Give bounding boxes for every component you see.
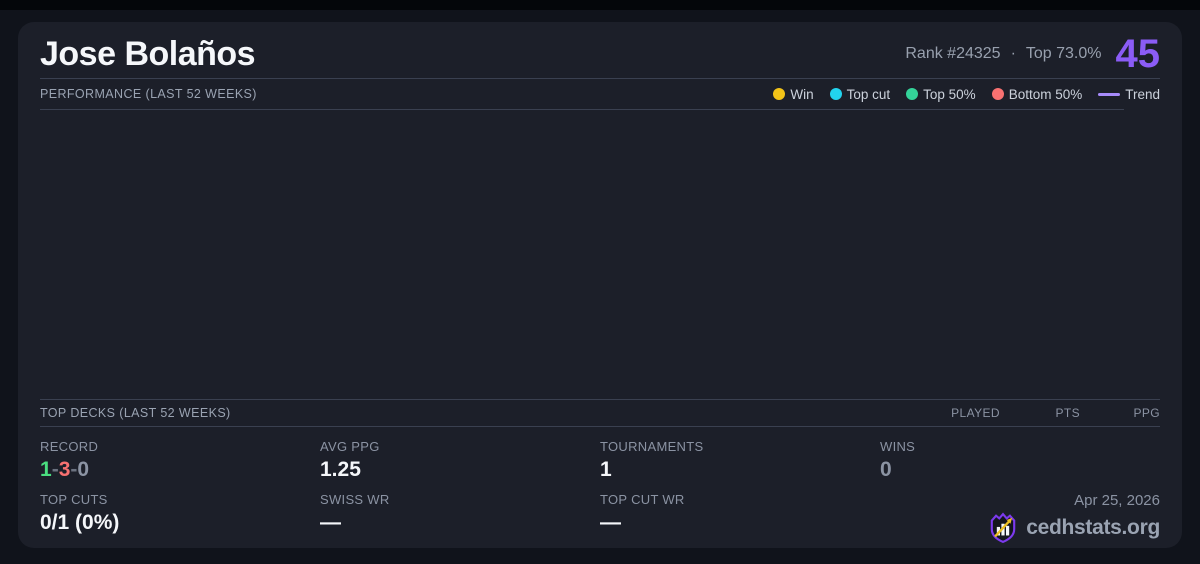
dot-separator: · bbox=[1010, 45, 1016, 62]
stat-value: 1.25 bbox=[320, 458, 361, 481]
stat-record: RECORD 1-3-0 bbox=[40, 435, 320, 488]
bottom-50-dot-icon bbox=[991, 88, 1004, 100]
chart-legend: Win Top cut Top 50% Bottom 50% Trend bbox=[773, 87, 1160, 102]
footer-cell: Apr 25, 2026 cedhstats.org bbox=[880, 488, 1160, 550]
stats-grid: RECORD 1-3-0 AVG PPG 1.25 TOURNAMENTS 1 … bbox=[40, 427, 1160, 550]
page-title: Jose Bolaños bbox=[40, 34, 256, 73]
record-draws: 0 bbox=[77, 458, 90, 481]
brand-text: cedhstats.org bbox=[1026, 516, 1160, 540]
legend-label: Top 50% bbox=[923, 86, 976, 102]
legend-label: Trend bbox=[1125, 86, 1160, 102]
stat-label: SWISS WR bbox=[320, 492, 390, 508]
top-cut-dot-icon bbox=[829, 88, 842, 100]
stat-label: WINS bbox=[880, 439, 916, 454]
legend-item-bottom-50: Bottom 50% bbox=[991, 86, 1083, 102]
top-decks-header: TOP DECKS (LAST 52 WEEKS) PLAYED PTS PPG bbox=[40, 399, 1160, 427]
footer-date: Apr 25, 2026 bbox=[1074, 492, 1160, 510]
stat-value: — bbox=[320, 511, 341, 535]
legend-label: Bottom 50% bbox=[1008, 86, 1083, 102]
top-percent-text: Top 73.0% bbox=[1025, 45, 1102, 62]
header-divider bbox=[40, 78, 1160, 79]
record-sep: - bbox=[70, 458, 78, 481]
top-decks-columns: PLAYED PTS PPG bbox=[920, 406, 1160, 420]
record-wins: 1 bbox=[40, 458, 52, 481]
logo-arrowhead bbox=[1006, 518, 1013, 524]
performance-divider bbox=[40, 109, 1124, 110]
legend-item-top-cut: Top cut bbox=[829, 86, 891, 102]
legend-item-win: Win bbox=[773, 86, 814, 102]
stat-top-cut-wr: TOP CUT WR — bbox=[600, 488, 880, 550]
stat-wins: WINS 0 bbox=[880, 435, 1160, 488]
column-pts: PTS bbox=[1055, 406, 1080, 420]
stat-label: RECORD bbox=[40, 439, 99, 454]
stat-label: AVG PPG bbox=[320, 439, 380, 454]
stat-swiss-wr: SWISS WR — bbox=[320, 488, 600, 550]
legend-label: Win bbox=[790, 86, 814, 102]
brand-row: cedhstats.org bbox=[880, 512, 1160, 544]
column-played: PLAYED bbox=[951, 406, 1000, 420]
stat-avg-ppg: AVG PPG 1.25 bbox=[320, 435, 600, 488]
logo-bar bbox=[1006, 526, 1010, 536]
legend-item-trend: Trend bbox=[1098, 87, 1160, 102]
performance-header: PERFORMANCE (LAST 52 WEEKS) Win Top cut … bbox=[40, 79, 1160, 109]
top-decks-section-label: TOP DECKS (LAST 52 WEEKS) bbox=[40, 406, 231, 420]
rank-text: Rank #24325 bbox=[905, 45, 1001, 62]
top-50-dot-icon bbox=[906, 88, 919, 100]
record-value: 1-3-0 bbox=[40, 457, 320, 482]
cedhstats-logo-icon bbox=[990, 512, 1016, 544]
stat-value: 1 bbox=[600, 458, 612, 481]
stat-label: TOURNAMENTS bbox=[600, 439, 704, 454]
player-stats-card: Jose Bolaños Rank #24325 · Top 73.0% 45 … bbox=[18, 22, 1182, 548]
stat-top-cuts: TOP CUTS 0/1 (0%) bbox=[40, 488, 320, 550]
performance-section-label: PERFORMANCE (LAST 52 WEEKS) bbox=[40, 87, 257, 101]
rank-summary: Rank #24325 · Top 73.0% 45 bbox=[905, 34, 1160, 74]
record-losses: 3 bbox=[58, 458, 71, 481]
column-ppg: PPG bbox=[1133, 406, 1160, 420]
record-sep: - bbox=[51, 458, 59, 481]
stat-label: TOP CUTS bbox=[40, 492, 108, 508]
card-header: Jose Bolaños Rank #24325 · Top 73.0% 45 bbox=[40, 22, 1160, 78]
trend-line-icon bbox=[1098, 92, 1121, 96]
stat-value: 0/1 (0%) bbox=[40, 511, 120, 535]
top-strip bbox=[0, 0, 1200, 10]
performance-chart bbox=[40, 110, 1160, 399]
stat-label: TOP CUT WR bbox=[600, 492, 685, 508]
legend-item-top-50: Top 50% bbox=[906, 87, 976, 102]
win-dot-icon bbox=[773, 88, 786, 100]
stat-value: — bbox=[600, 511, 621, 535]
player-score: 45 bbox=[1115, 32, 1161, 76]
legend-label: Top cut bbox=[846, 86, 891, 102]
logo-trend-arrow bbox=[994, 520, 1011, 538]
stat-value: 0 bbox=[880, 458, 892, 481]
stat-tournaments: TOURNAMENTS 1 bbox=[600, 435, 880, 488]
